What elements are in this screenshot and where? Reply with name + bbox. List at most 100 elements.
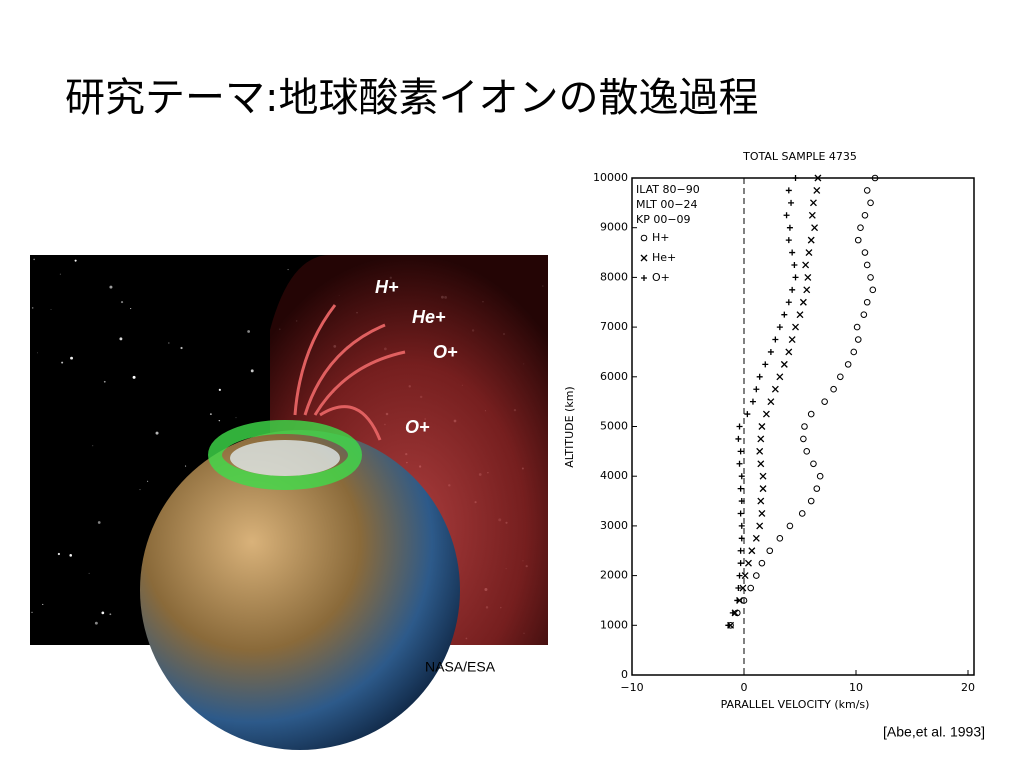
point <box>725 622 732 629</box>
point <box>736 572 743 579</box>
star <box>120 301 124 304</box>
star <box>139 489 141 491</box>
point <box>802 261 810 269</box>
point <box>752 534 760 542</box>
point <box>837 373 844 381</box>
point <box>776 373 784 381</box>
point <box>801 423 808 430</box>
point <box>803 286 811 294</box>
annotation: ILAT 80−90 <box>636 183 700 196</box>
point <box>850 348 858 356</box>
point <box>799 298 807 306</box>
arrows <box>293 304 406 441</box>
y-tick-label: 6000 <box>600 370 628 383</box>
star <box>209 413 212 415</box>
point <box>796 311 804 319</box>
point <box>771 385 779 393</box>
photo: H+ He+ O+ O+ <box>30 255 548 750</box>
point <box>844 361 852 368</box>
point <box>807 236 815 244</box>
point <box>785 348 793 356</box>
point <box>853 323 861 331</box>
point <box>740 597 748 604</box>
star <box>59 273 61 275</box>
star <box>247 330 251 333</box>
point <box>861 211 869 219</box>
star <box>287 269 289 271</box>
star <box>146 480 149 482</box>
point <box>869 286 877 294</box>
x-axis-label: PARALLEL VELOCITY (km/s) <box>721 698 870 711</box>
point <box>772 336 779 343</box>
star <box>109 613 112 616</box>
ion-label: O+ <box>405 417 430 437</box>
point <box>741 572 749 580</box>
ion-label: H+ <box>375 277 399 297</box>
y-tick-label: 10000 <box>593 171 628 184</box>
point <box>786 224 793 231</box>
point <box>736 423 743 430</box>
star <box>42 603 44 605</box>
y-tick-label: 3000 <box>600 519 628 532</box>
legend-marker <box>641 275 647 281</box>
star <box>88 572 90 574</box>
y-tick-label: 5000 <box>600 420 628 433</box>
point <box>860 311 868 318</box>
point <box>814 174 822 182</box>
legend-marker <box>640 254 648 262</box>
legend-label: He+ <box>652 251 676 264</box>
aurora <box>208 420 362 490</box>
point <box>798 510 806 517</box>
annotation: KP 00−09 <box>636 213 691 226</box>
ion-label: O+ <box>433 342 458 362</box>
star <box>168 342 170 344</box>
point <box>756 522 764 530</box>
point <box>808 211 816 219</box>
x-tick-label: −10 <box>620 681 643 694</box>
point <box>737 547 744 554</box>
star <box>235 417 237 419</box>
point <box>863 261 871 269</box>
y-tick-label: 7000 <box>600 320 628 333</box>
ion-label: He+ <box>412 307 446 327</box>
star <box>31 307 34 309</box>
star <box>31 611 33 614</box>
point <box>788 199 795 206</box>
point <box>759 472 767 480</box>
point <box>736 460 743 467</box>
point <box>813 186 821 194</box>
point <box>745 559 752 567</box>
point <box>821 398 828 405</box>
star <box>103 380 106 383</box>
legend-label: O+ <box>652 271 670 284</box>
point <box>738 498 745 505</box>
star <box>50 309 52 310</box>
point <box>758 423 766 430</box>
point <box>783 212 790 219</box>
point <box>854 336 862 343</box>
point <box>753 572 760 579</box>
point <box>762 361 769 368</box>
point <box>757 497 765 505</box>
slide-title: 研究テーマ:地球酸素イオンの散逸過程 <box>65 75 758 121</box>
point <box>871 174 879 182</box>
legend-label: H+ <box>652 231 670 244</box>
point <box>735 585 742 592</box>
star <box>94 621 98 625</box>
point <box>792 323 799 331</box>
citation: [Abe,et al. 1993] <box>883 724 985 740</box>
point <box>758 510 766 517</box>
star <box>218 419 221 422</box>
point <box>738 535 745 542</box>
ice-cap <box>230 440 340 476</box>
point <box>857 224 864 231</box>
star <box>218 388 221 391</box>
point <box>803 448 811 455</box>
star <box>250 369 254 373</box>
image-credit: NASA/ESA <box>425 659 496 675</box>
x-tick-label: 10 <box>849 681 863 694</box>
star <box>57 552 61 556</box>
point <box>729 609 736 616</box>
y-tick-label: 0 <box>621 668 628 681</box>
point <box>804 273 812 281</box>
